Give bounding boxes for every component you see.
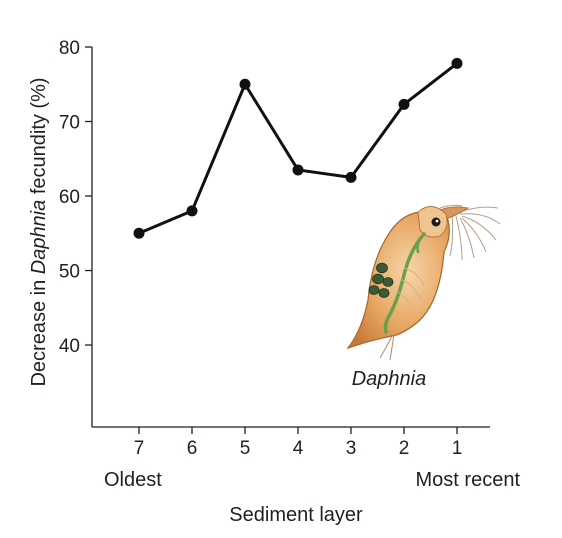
x-tick-label: 5 [240,438,251,459]
daphnia-caption: Daphnia [352,368,427,390]
y-tick-label: 80 [59,38,80,59]
y-tick-label: 60 [59,187,80,208]
data-point [239,78,251,90]
daphnia-illustration [346,204,501,361]
x-tick-label: 3 [346,438,357,459]
x-tick-label: 1 [452,438,463,459]
x-tick-label: 2 [399,438,410,459]
y-tick-label: 70 [59,113,80,134]
x-tick-label: 7 [134,438,145,459]
x-tick-label: 4 [293,438,304,459]
data-point [345,171,357,183]
y-tick-label: 50 [59,262,80,283]
data-point [451,57,463,69]
x-ticks: 7 6 5 4 3 2 1 [134,427,463,459]
x-tick-label: 6 [187,438,198,459]
x-end-label-left: Oldest [104,469,162,491]
x-axis-title: Sediment layer [229,504,363,526]
data-point [292,164,304,176]
y-ticks: 40 50 60 70 80 [59,38,92,357]
y-tick-label: 40 [59,336,80,357]
data-point [133,227,145,239]
data-point [186,205,198,217]
y-axis-title: Decrease in Daphnia fecundity (%) [28,77,50,386]
series-line [138,62,458,235]
data-point [398,98,410,110]
data-markers [133,57,463,239]
x-end-label-right: Most recent [416,469,521,491]
